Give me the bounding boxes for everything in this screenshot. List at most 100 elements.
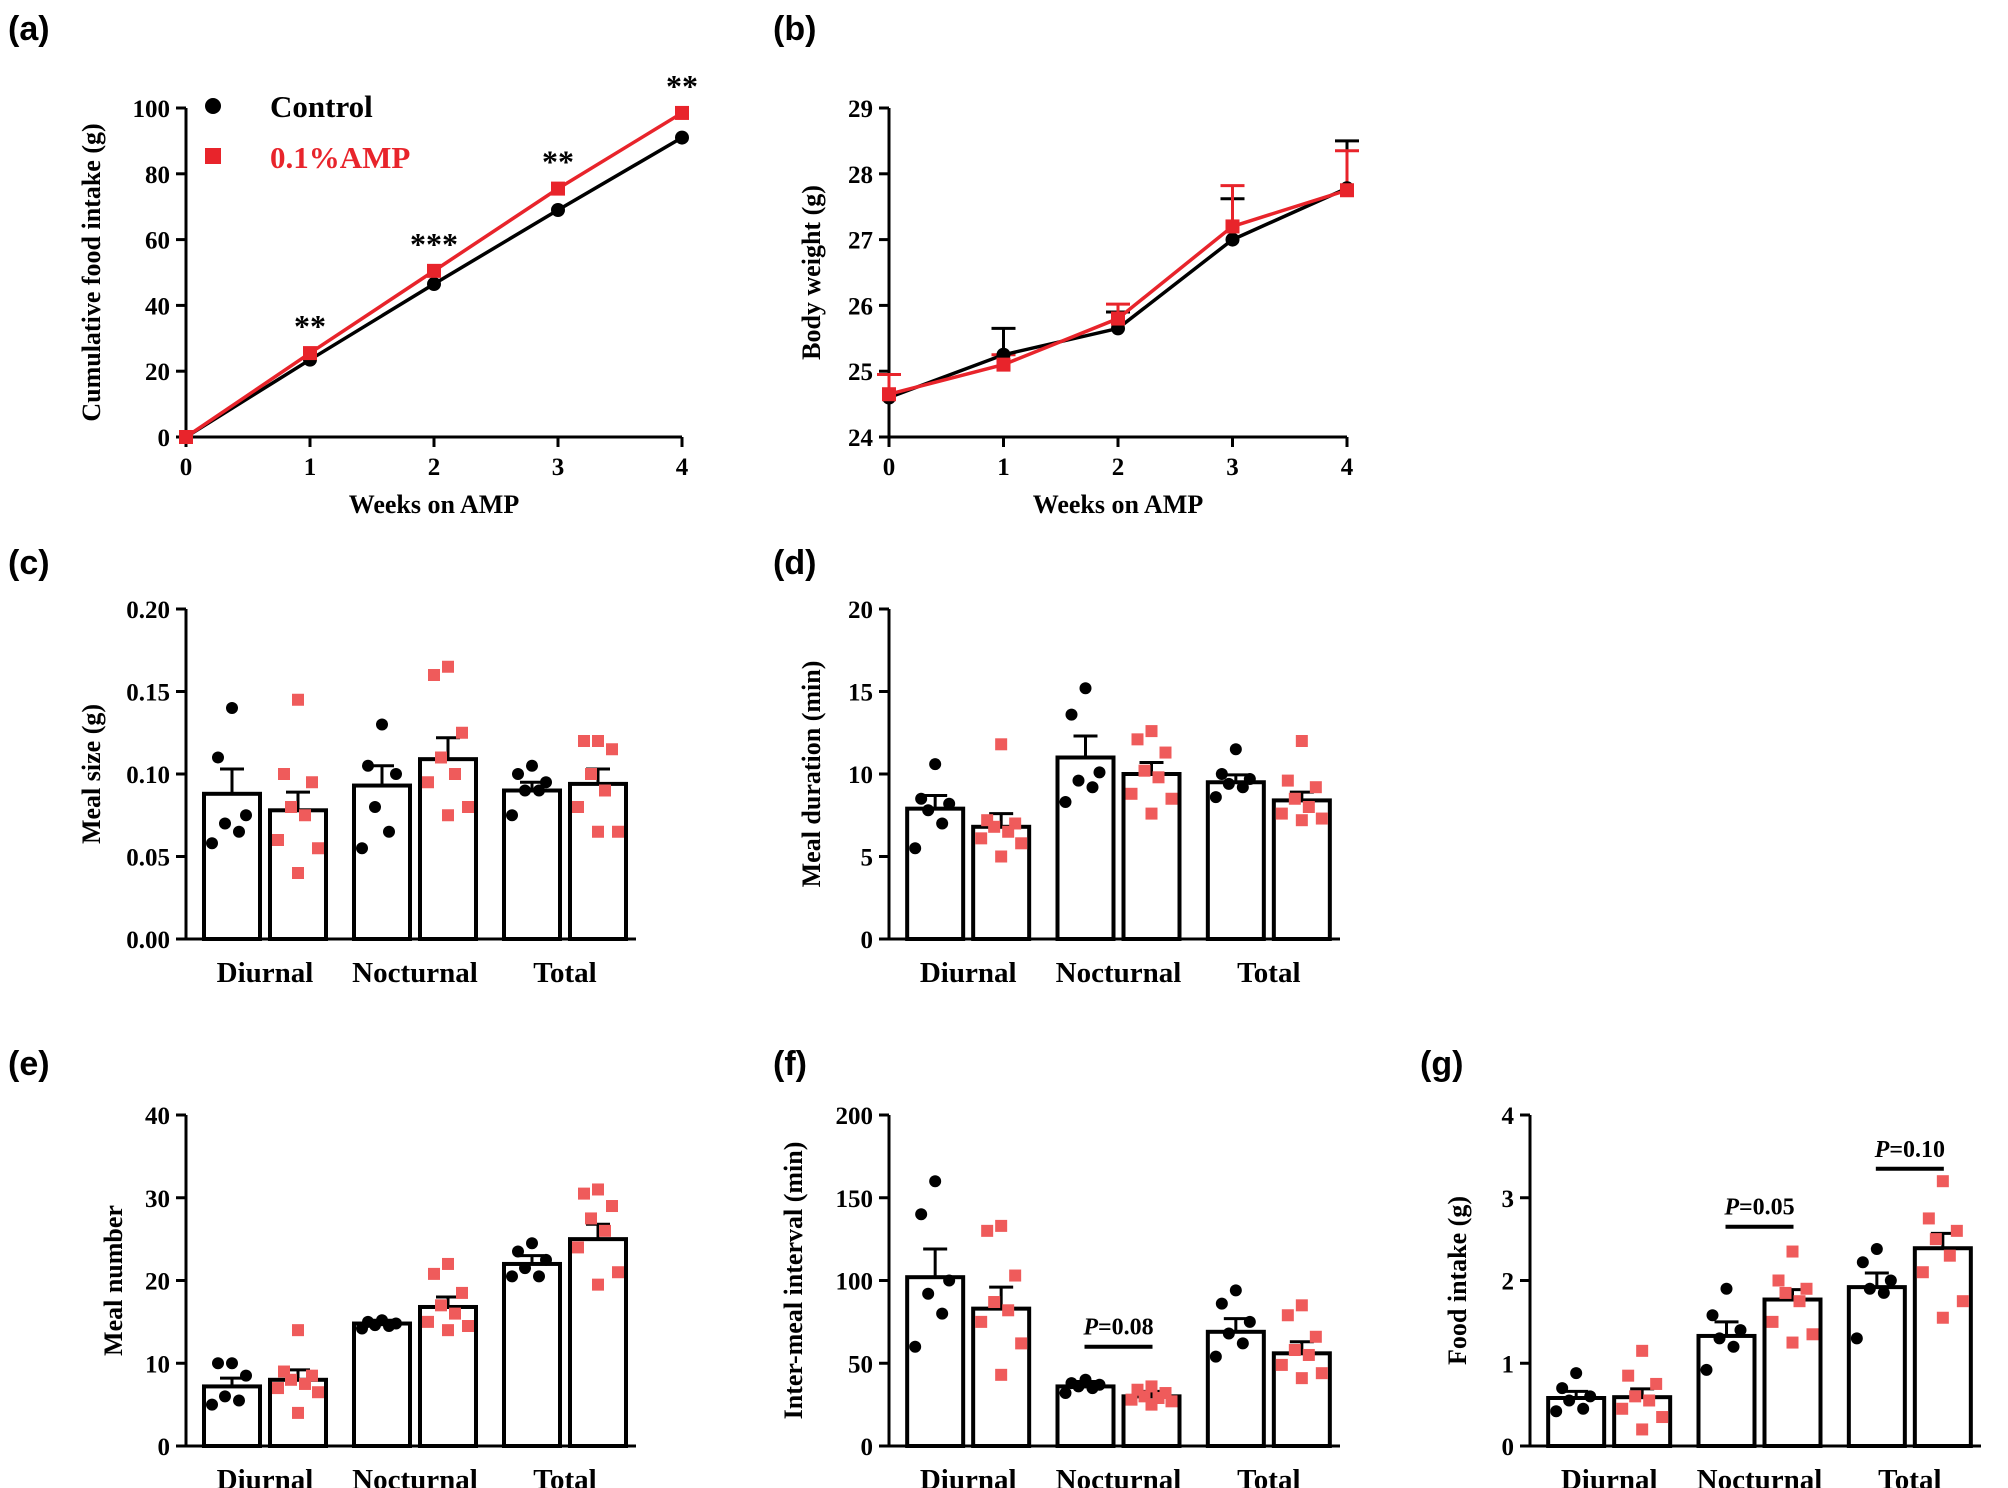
scatter-point-amp (1629, 1390, 1642, 1403)
scatter-point-amp (1636, 1423, 1649, 1436)
category-label: Diurnal (920, 957, 1017, 989)
scatter-point-amp (299, 809, 311, 822)
scatter-point-amp (422, 776, 434, 789)
scatter-point-amp (456, 1286, 468, 1299)
scatter-point-control (936, 817, 949, 830)
data-point-amp (996, 357, 1011, 372)
y-tick-label: 29 (848, 96, 873, 123)
bar-control (1205, 780, 1266, 941)
x-tick-label: 4 (1341, 454, 1354, 481)
data-point-amp (551, 181, 565, 196)
significance-stars: ** (542, 144, 574, 180)
scatter-point-control (1706, 1309, 1719, 1322)
scatter-point-amp (1806, 1328, 1819, 1341)
scatter-point-amp (1275, 1358, 1288, 1371)
scatter-point-amp (606, 743, 618, 756)
scatter-point-control (1222, 1327, 1235, 1340)
scatter-point-amp (292, 867, 304, 879)
y-tick-label: 200 (836, 1103, 874, 1130)
scatter-point-control (1215, 1297, 1228, 1310)
y-tick-label: 0 (158, 1434, 171, 1461)
y-tick-label: 40 (145, 1103, 170, 1130)
scatter-point-amp (1125, 787, 1138, 800)
scatter-point-control (226, 1357, 238, 1370)
y-axis-title: Meal duration (min) (797, 661, 826, 888)
y-tick-label: 2 (1502, 1269, 1515, 1296)
scatter-point-control (1584, 1390, 1597, 1403)
scatter-point-control (943, 797, 956, 810)
y-tick-label: 0.00 (126, 927, 170, 954)
y-tick-label: 10 (145, 1351, 170, 1378)
scatter-point-amp (1295, 1299, 1308, 1312)
bar-control (905, 1275, 966, 1448)
scatter-point-control (362, 759, 374, 772)
scatter-point-control (356, 1322, 368, 1335)
scatter-point-control (929, 758, 942, 771)
p-value: =0.05 (1739, 1195, 1795, 1221)
scatter-point-amp (442, 809, 454, 822)
significance-stars: *** (410, 226, 458, 262)
scatter-point-control (1700, 1363, 1713, 1376)
scatter-point-amp (1800, 1282, 1813, 1295)
x-axis-title: Weeks on AMP (1033, 490, 1204, 519)
panel-label-e: (e) (8, 1045, 50, 1083)
bar-control (1696, 1333, 1757, 1449)
scatter-point-amp (592, 1183, 604, 1196)
y-tick-label: 0.05 (126, 845, 170, 872)
data-point-amp (179, 430, 193, 444)
scatter-point-control (1850, 1332, 1863, 1345)
scatter-point-control (540, 1253, 552, 1266)
scatter-point-amp (292, 1406, 304, 1419)
x-tick-label: 2 (428, 454, 441, 481)
scatter-point-amp (442, 660, 454, 673)
scatter-point-amp (975, 832, 988, 845)
x-tick-label: 4 (676, 454, 689, 481)
category-label: Diurnal (217, 957, 314, 989)
bar-control (202, 1384, 262, 1449)
scatter-point-amp (1936, 1311, 1949, 1324)
scatter-point-amp (612, 1266, 624, 1279)
scatter-point-amp (1309, 1330, 1322, 1343)
scatter-point-amp (1002, 825, 1015, 838)
chart-b: 24 25 26 27 28 29 Body weight (g) 0 1 2 3 4 Weeks on… (797, 96, 1359, 519)
scatter-point-control (915, 792, 928, 805)
scatter-point-amp (988, 1296, 1001, 1309)
legend-label-amp: 0.1%AMP (270, 140, 410, 175)
y-tick-label: 28 (848, 162, 873, 189)
scatter-point-control (519, 784, 531, 797)
scatter-point-control (1550, 1405, 1563, 1418)
scatter-point-amp (1159, 746, 1172, 759)
scatter-point-amp (449, 1307, 461, 1320)
scatter-point-amp (1302, 801, 1315, 813)
panel-label-d: (d) (773, 544, 816, 582)
y-axis-title: Meal size (g) (77, 704, 106, 844)
data-point-control (675, 130, 689, 145)
scatter-point-control (512, 768, 524, 780)
scatter-point-control (369, 801, 381, 813)
scatter-point-control (226, 702, 238, 714)
scatter-point-amp (285, 801, 297, 813)
y-tick-label: 0 (861, 927, 874, 954)
scatter-point-amp (1950, 1224, 1963, 1237)
scatter-point-amp (1916, 1266, 1929, 1279)
scatter-point-control (1243, 772, 1256, 785)
scatter-point-amp (1956, 1295, 1969, 1308)
scatter-point-amp (442, 1324, 454, 1337)
y-tick-label: 100 (836, 1269, 874, 1296)
data-point-amp (1225, 219, 1240, 234)
y-tick-label: 10 (848, 762, 873, 789)
data-point-amp (427, 263, 441, 278)
y-axis-title: Inter-meal interval (min) (779, 1142, 808, 1420)
panel-label-f: (f) (773, 1045, 807, 1083)
scatter-point-amp (995, 738, 1008, 751)
scatter-point-control (206, 1398, 218, 1411)
scatter-point-control (1570, 1367, 1583, 1380)
scatter-point-amp (1015, 837, 1028, 850)
scatter-point-amp (1656, 1411, 1669, 1424)
scatter-point-amp (1793, 1295, 1806, 1308)
scatter-point-control (390, 768, 402, 780)
scatter-point-control (356, 842, 368, 855)
scatter-point-amp (312, 1386, 324, 1399)
category-label: Total (1878, 1464, 1941, 1488)
panel-label-c: (c) (8, 544, 50, 582)
